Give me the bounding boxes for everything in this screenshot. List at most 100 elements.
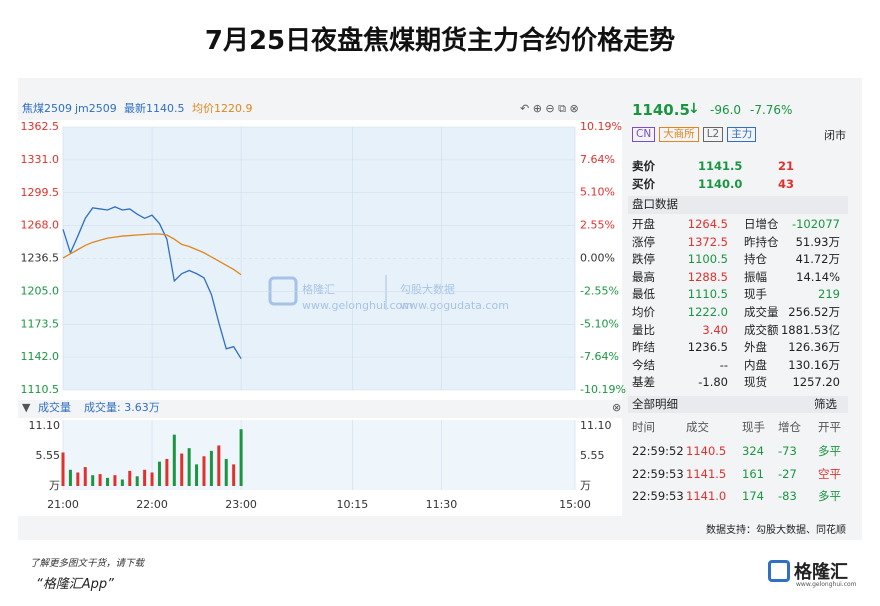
trade-cell: 22:59:52 bbox=[632, 444, 684, 458]
trade-cell: -27 bbox=[778, 466, 797, 481]
stats-label: 基差 bbox=[632, 375, 655, 390]
volume-bar bbox=[180, 453, 184, 486]
volume-title: 成交量 bbox=[38, 400, 71, 414]
stats-label: 现货 bbox=[744, 375, 767, 390]
book-cell: 卖价 bbox=[632, 159, 655, 173]
y2-tick-label: 10.19% bbox=[580, 120, 622, 133]
stats-value: 41.72万 bbox=[795, 252, 840, 267]
stats-value: 1257.20 bbox=[792, 375, 840, 390]
volume-bar bbox=[68, 469, 72, 486]
market-status: 闭市 bbox=[824, 129, 846, 142]
book-cell: 买价 bbox=[632, 177, 655, 191]
trade-cell: -73 bbox=[778, 444, 797, 458]
stats-value: 1100.5 bbox=[687, 252, 728, 267]
vol-tick-label-right: 万 bbox=[580, 479, 591, 492]
x-tick-label: 22:00 bbox=[136, 498, 168, 511]
y-tick-label: 1268.0 bbox=[21, 219, 60, 232]
watermark-site: www.gelonghui.com bbox=[302, 299, 413, 312]
page-title: 7月25日夜盘焦煤期货主力合约价格走势 bbox=[204, 26, 676, 56]
stats-label: 内盘 bbox=[744, 357, 767, 372]
volume-bar bbox=[106, 477, 110, 486]
stats-value: 219 bbox=[818, 287, 840, 302]
tag: CN bbox=[632, 127, 656, 142]
y-tick-label: 1299.5 bbox=[21, 186, 60, 199]
volume-bar bbox=[172, 434, 176, 486]
stats-label: 外盘 bbox=[744, 340, 767, 355]
stats-row: 最高 1288.5 振幅 14.14% bbox=[628, 269, 848, 286]
stats-label: 昨结 bbox=[632, 340, 655, 355]
watermark-logo bbox=[268, 276, 298, 306]
volume-bar bbox=[187, 448, 191, 486]
y2-tick-label: -2.55% bbox=[580, 284, 619, 297]
volume-bar bbox=[91, 475, 95, 486]
stats-value: 1372.5 bbox=[687, 234, 728, 249]
stats-label: 振幅 bbox=[744, 269, 767, 284]
trades-filter[interactable]: 筛选 bbox=[814, 397, 837, 411]
stats-label: 涨停 bbox=[632, 234, 655, 249]
volume-bar bbox=[217, 445, 221, 486]
stats-label: 成交量 bbox=[744, 305, 779, 319]
trades-head: 时间 bbox=[632, 420, 655, 434]
trade-cell: 空平 bbox=[818, 466, 841, 481]
y-tick-label: 1362.5 bbox=[21, 120, 60, 133]
stats-value: 1110.5 bbox=[687, 287, 728, 302]
trades-head: 现手 bbox=[742, 420, 765, 434]
trade-cell: 1141.0 bbox=[686, 489, 727, 503]
y-tick-label: 1173.5 bbox=[21, 317, 60, 330]
stats-label: 均价 bbox=[632, 305, 655, 319]
book-row: 卖价 1141.5 21 bbox=[628, 158, 848, 175]
volume-bar bbox=[61, 452, 65, 486]
stats-value: 51.93万 bbox=[795, 234, 840, 249]
stats-value: 1222.0 bbox=[687, 305, 728, 319]
footer-logo-site: www.gelonghui.com bbox=[796, 581, 857, 588]
collapse-icon[interactable]: ▼ bbox=[22, 401, 31, 414]
stats-value: 3.40 bbox=[702, 322, 728, 337]
watermark-data: 勾股大数据 bbox=[400, 282, 455, 296]
x-tick-label: 10:15 bbox=[337, 498, 369, 511]
stats-label: 现手 bbox=[744, 287, 767, 302]
trade-cell: 1140.5 bbox=[686, 444, 727, 458]
trade-cell: 161 bbox=[742, 466, 764, 481]
trade-cell: 174 bbox=[742, 489, 764, 503]
down-arrow: ↓ bbox=[688, 101, 700, 117]
stats-row: 跌停 1100.5 持仓 41.72万 bbox=[628, 251, 848, 268]
y-tick-label: 1236.5 bbox=[21, 252, 60, 265]
stats-row: 开盘 1264.5 日增仓 -102077 bbox=[628, 216, 848, 233]
legend-latest: 最新1140.5 bbox=[124, 101, 185, 115]
quote-price: 1140.5 bbox=[632, 101, 690, 119]
stats-label: 最高 bbox=[632, 269, 655, 284]
toolbar[interactable]: ↶ ⊕ ⊖ ⧉ ⊗ bbox=[520, 102, 579, 115]
y-tick-label: 1110.5 bbox=[21, 383, 60, 396]
volume-bar bbox=[83, 467, 87, 486]
stats-value: -- bbox=[719, 357, 728, 372]
trade-cell: 22:59:53 bbox=[632, 466, 684, 481]
volume-bar bbox=[202, 456, 206, 486]
volume-bar bbox=[113, 475, 117, 486]
stats-label: 成交额 bbox=[744, 322, 779, 337]
vol-tick-label: 11.10 bbox=[29, 419, 61, 432]
volume-bar bbox=[150, 472, 154, 486]
stats-label: 开盘 bbox=[632, 217, 655, 231]
volume-bar bbox=[195, 464, 199, 486]
y2-tick-label: 0.00% bbox=[580, 252, 615, 265]
trades-title: 全部明细 bbox=[632, 397, 678, 411]
price-line bbox=[62, 233, 242, 276]
volume-subtitle: 成交量: 3.63万 bbox=[84, 400, 160, 414]
y-tick-label: 1205.0 bbox=[21, 284, 60, 297]
watermark-data-site: www.gogudata.com bbox=[400, 299, 509, 312]
trades-head: 成交 bbox=[686, 420, 709, 434]
vol-tick-label-right: 11.10 bbox=[580, 419, 612, 432]
volume-bar bbox=[209, 450, 213, 486]
close-icon[interactable]: ⊗ bbox=[612, 401, 621, 414]
stats-label: 日增仓 bbox=[744, 217, 779, 231]
book-cell: 43 bbox=[778, 177, 795, 191]
stats-row: 最低 1110.5 现手 219 bbox=[628, 286, 848, 303]
quote-pct: -7.76% bbox=[750, 103, 793, 117]
volume-bar bbox=[120, 479, 124, 486]
y2-tick-label: -5.10% bbox=[580, 317, 619, 330]
stats-title: 盘口数据 bbox=[632, 197, 678, 211]
trades-head: 开平 bbox=[818, 420, 841, 434]
trade-cell: 22:59:53 bbox=[632, 489, 684, 503]
book-cell: 1141.5 bbox=[698, 159, 743, 173]
